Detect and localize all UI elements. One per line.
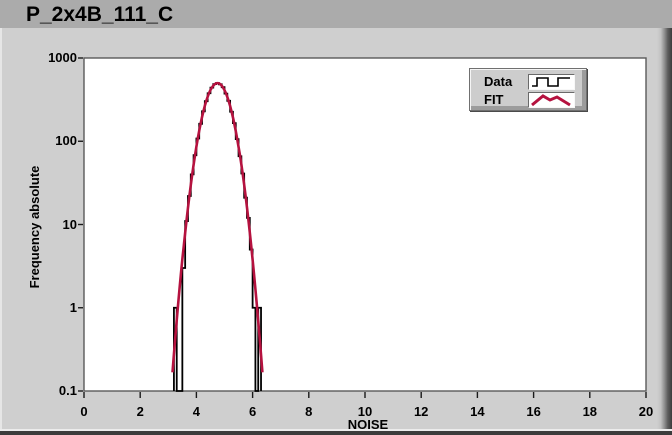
legend[interactable]: Data FIT <box>469 68 587 111</box>
x-tick-label: 0 <box>80 404 88 419</box>
x-tick-label: 4 <box>192 404 200 419</box>
x-tick-label: 12 <box>413 404 429 419</box>
legend-item-fit[interactable]: FIT <box>484 91 586 108</box>
y-tick-label: 100 <box>55 133 77 149</box>
legend-label-fit: FIT <box>484 91 504 107</box>
x-tick-label: 10 <box>357 404 373 419</box>
window-left-edge <box>0 28 2 429</box>
x-tick-label: 18 <box>582 404 598 419</box>
title-bar: P_2x4B_111_C <box>0 0 672 28</box>
legend-swatch-fit[interactable] <box>528 91 575 108</box>
x-tick-label: 14 <box>470 404 485 419</box>
fit-curve-trace <box>171 81 264 373</box>
legend-item-data[interactable]: Data <box>484 73 586 90</box>
legend-label-data: Data <box>484 73 513 89</box>
x-tick-label: 2 <box>136 404 144 419</box>
y-tick-label: 0.1 <box>58 383 77 398</box>
plot-area <box>83 57 647 392</box>
x-tick-label: 6 <box>248 404 257 419</box>
axis-ticks <box>78 57 647 398</box>
chart-canvas <box>78 57 647 398</box>
step-line-icon <box>532 76 570 87</box>
legend-swatch-data[interactable] <box>528 73 575 90</box>
x-tick-label: 20 <box>638 404 654 419</box>
x-axis-title: NOISE <box>347 417 389 432</box>
y-tick-label: 1 <box>69 299 77 315</box>
plot-panel: Frequency absolute NOISE Data FIT <box>0 28 672 435</box>
window-title: P_2x4B_111_C <box>26 3 174 26</box>
window-bottom-edge <box>0 429 672 435</box>
y-tick-label: 1000 <box>48 50 77 65</box>
x-tick-label: 8 <box>305 404 313 419</box>
x-tick-label: 16 <box>526 404 541 419</box>
window-right-edge <box>657 28 672 435</box>
y-tick-label: 10 <box>62 216 77 232</box>
zigzag-line-icon <box>531 93 571 106</box>
